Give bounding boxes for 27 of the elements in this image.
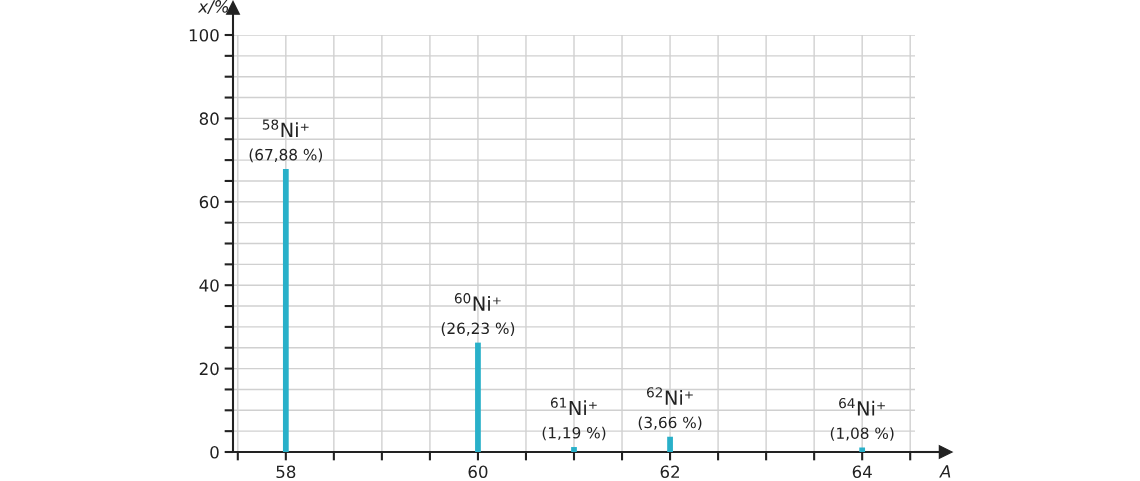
bar [571,447,577,452]
y-tick-label: 80 [199,112,219,125]
annotation: $^{64}$Ni⁺ [839,397,885,416]
annotation: $^{58}$Ni⁺ [262,119,309,137]
y-tick-label: 20 [199,362,219,376]
bar [667,436,673,452]
data-label: (1,19 %) [542,426,606,441]
x-tick-label: 58 [276,465,296,479]
data-label: (26,23 %) [441,322,515,336]
annotation: $^{61}$Ni⁺ [550,397,597,416]
y-tick-label: 40 [199,279,219,292]
bar [475,342,481,452]
y-tick-label: 100 [189,28,219,42]
x-tick-label: 62 [660,465,679,479]
y-axis-title: x/% [197,0,229,15]
data-label: (3,66 %) [638,416,702,431]
y-tick-label: 0 [210,445,219,459]
annotation: $^{62}$Ni⁺ [646,387,693,405]
data-label: (67,88 %) [249,148,323,163]
x-axis-title: A [939,465,951,478]
x-tick-label: 60 [468,465,488,479]
x-tick-label: 64 [852,465,872,479]
y-tick-label: 60 [199,195,219,209]
annotation: $^{60}$Ni⁺ [454,293,501,311]
data-label: (1,08 %) [830,427,894,441]
bar [282,168,289,452]
bar [859,447,866,452]
